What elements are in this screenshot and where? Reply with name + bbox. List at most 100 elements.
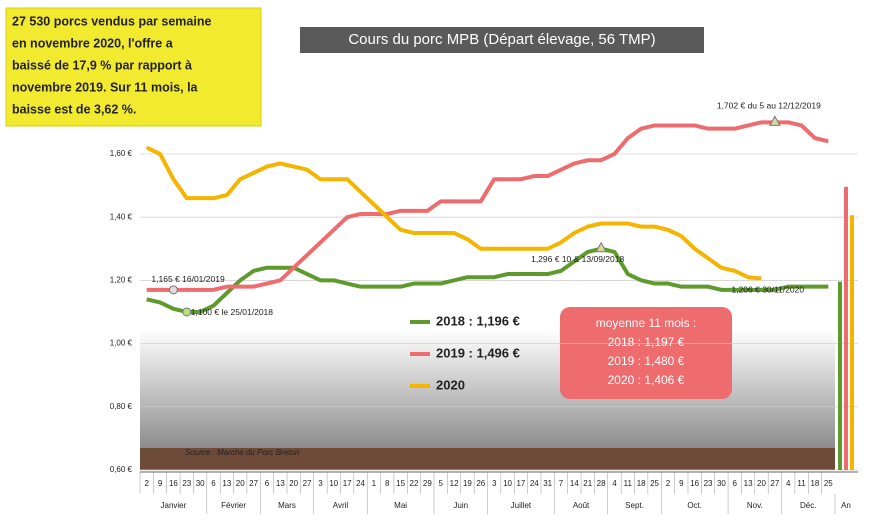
month-label: Mai — [394, 501, 407, 510]
x-tick-label: 16 — [690, 479, 699, 488]
x-tick-label: 16 — [169, 479, 178, 488]
x-tick-label: 6 — [733, 479, 738, 488]
y-tick-label: 1,20 € — [110, 275, 133, 284]
title-box — [300, 27, 704, 53]
x-tick-label: 3 — [492, 479, 497, 488]
x-tick-label: 15 — [396, 479, 405, 488]
x-tick-label: 18 — [810, 479, 819, 488]
month-label: Janvier — [161, 501, 187, 510]
x-tick-label: 13 — [222, 479, 231, 488]
annual-bar — [838, 281, 842, 470]
x-tick-label: 3 — [318, 479, 323, 488]
y-tick-label: 1,60 € — [110, 149, 133, 158]
x-tick-label: 6 — [211, 479, 216, 488]
x-tick-label: 20 — [236, 479, 245, 488]
x-tick-label: 11 — [797, 479, 806, 488]
annual-bar — [850, 215, 854, 470]
note-line: 27 530 porcs vendus par semaine — [12, 14, 211, 28]
x-tick-label: 25 — [824, 479, 833, 488]
x-tick-label: 24 — [530, 479, 539, 488]
chart-title: Cours du porc MPB (Départ élevage, 56 TM… — [348, 31, 655, 48]
x-tick-label: 21 — [583, 479, 592, 488]
annual-label: An — [841, 501, 851, 510]
legend-label: 2019 : 1,496 € — [436, 345, 520, 360]
legend-label: 2020 — [436, 377, 465, 392]
x-tick-label: 7 — [559, 479, 564, 488]
x-tick-label: 31 — [543, 479, 552, 488]
x-tick-label: 9 — [158, 479, 163, 488]
note-box — [5, 7, 262, 127]
average-title: moyenne 11 mois : — [596, 316, 697, 330]
x-tick-label: 19 — [463, 479, 472, 488]
x-tick-label: 27 — [249, 479, 258, 488]
x-tick-label: 18 — [637, 479, 646, 488]
x-tick-label: 5 — [438, 479, 443, 488]
x-tick-label: 4 — [786, 479, 791, 488]
x-tick-label: 28 — [597, 479, 606, 488]
source: Source : Marché du Porc Breton — [185, 448, 300, 457]
annotation: 1,165 € 16/01/2019 — [151, 274, 225, 284]
x-tick-label: 27 — [770, 479, 779, 488]
series-line — [146, 120, 829, 292]
x-tick-label: 26 — [476, 479, 485, 488]
annual-bar — [844, 186, 848, 471]
x-tick-label: 20 — [289, 479, 298, 488]
average-line: 2020 : 1,406 € — [608, 373, 685, 387]
x-tick-label: 24 — [356, 479, 365, 488]
x-tick-label: 17 — [343, 479, 352, 488]
legend-label: 2018 : 1,196 € — [436, 313, 520, 328]
note-line: en novembre 2020, l'offre a — [12, 36, 174, 50]
x-tick-label: 10 — [329, 479, 338, 488]
x-tick-label: 25 — [650, 479, 659, 488]
month-label: Juin — [453, 501, 468, 510]
annotation: 1,100 € le 25/01/2018 — [191, 307, 274, 317]
y-tick-label: 1,00 € — [110, 339, 133, 348]
annotation-marker — [595, 241, 607, 253]
series-line — [146, 246, 829, 314]
x-tick-label: 9 — [679, 479, 684, 488]
month-label: Avril — [333, 501, 349, 510]
x-tick-label: 6 — [265, 479, 270, 488]
note-line: baissé de 17,9 % par rapport à — [12, 58, 192, 72]
x-tick-label: 17 — [516, 479, 525, 488]
x-tick-label: 30 — [717, 479, 726, 488]
x-tick-label: 20 — [757, 479, 766, 488]
month-label: Déc. — [800, 501, 816, 510]
series-line — [145, 145, 762, 281]
x-tick-label: 30 — [196, 479, 205, 488]
x-tick-label: 10 — [503, 479, 512, 488]
x-tick-label: 23 — [182, 479, 191, 488]
x-tick-label: 27 — [303, 479, 312, 488]
month-label: Mars — [278, 501, 296, 510]
annotation: 1,296 € 10 & 13/09/2018 — [531, 254, 624, 264]
month-label: Sept. — [625, 501, 644, 510]
y-tick-label: 0,60 € — [110, 465, 133, 474]
average-line: 2019 : 1,480 € — [608, 354, 685, 368]
x-tick-label: 23 — [704, 479, 713, 488]
y-tick-label: 0,80 € — [110, 402, 133, 411]
average-line: 2018 : 1,197 € — [608, 335, 685, 349]
x-tick-label: 12 — [450, 479, 459, 488]
y-tick-label: 1,40 € — [110, 212, 133, 221]
month-label: Nov. — [747, 501, 763, 510]
month-label: Juillet — [511, 501, 532, 510]
background-strip — [140, 448, 835, 470]
x-tick-label: 8 — [385, 479, 390, 488]
month-label: Février — [221, 501, 246, 510]
x-tick-label: 4 — [612, 479, 617, 488]
annotation-marker — [168, 285, 178, 295]
annotation-marker — [182, 307, 192, 317]
x-tick-label: 22 — [410, 479, 419, 488]
x-tick-label: 2 — [144, 479, 149, 488]
x-tick-label: 13 — [276, 479, 285, 488]
month-label: Août — [573, 501, 590, 510]
annotation: 1,206 € 30/11/2020 — [731, 285, 804, 295]
annotation: 1,702 € du 5 au 12/12/2019 — [717, 101, 821, 111]
note-line: novembre 2019. Sur 11 mois, la — [12, 80, 199, 94]
month-label: Oct. — [687, 501, 702, 510]
x-tick-label: 14 — [570, 479, 579, 488]
x-tick-label: 13 — [744, 479, 753, 488]
annotation-marker — [769, 115, 781, 126]
x-tick-label: 2 — [666, 479, 671, 488]
